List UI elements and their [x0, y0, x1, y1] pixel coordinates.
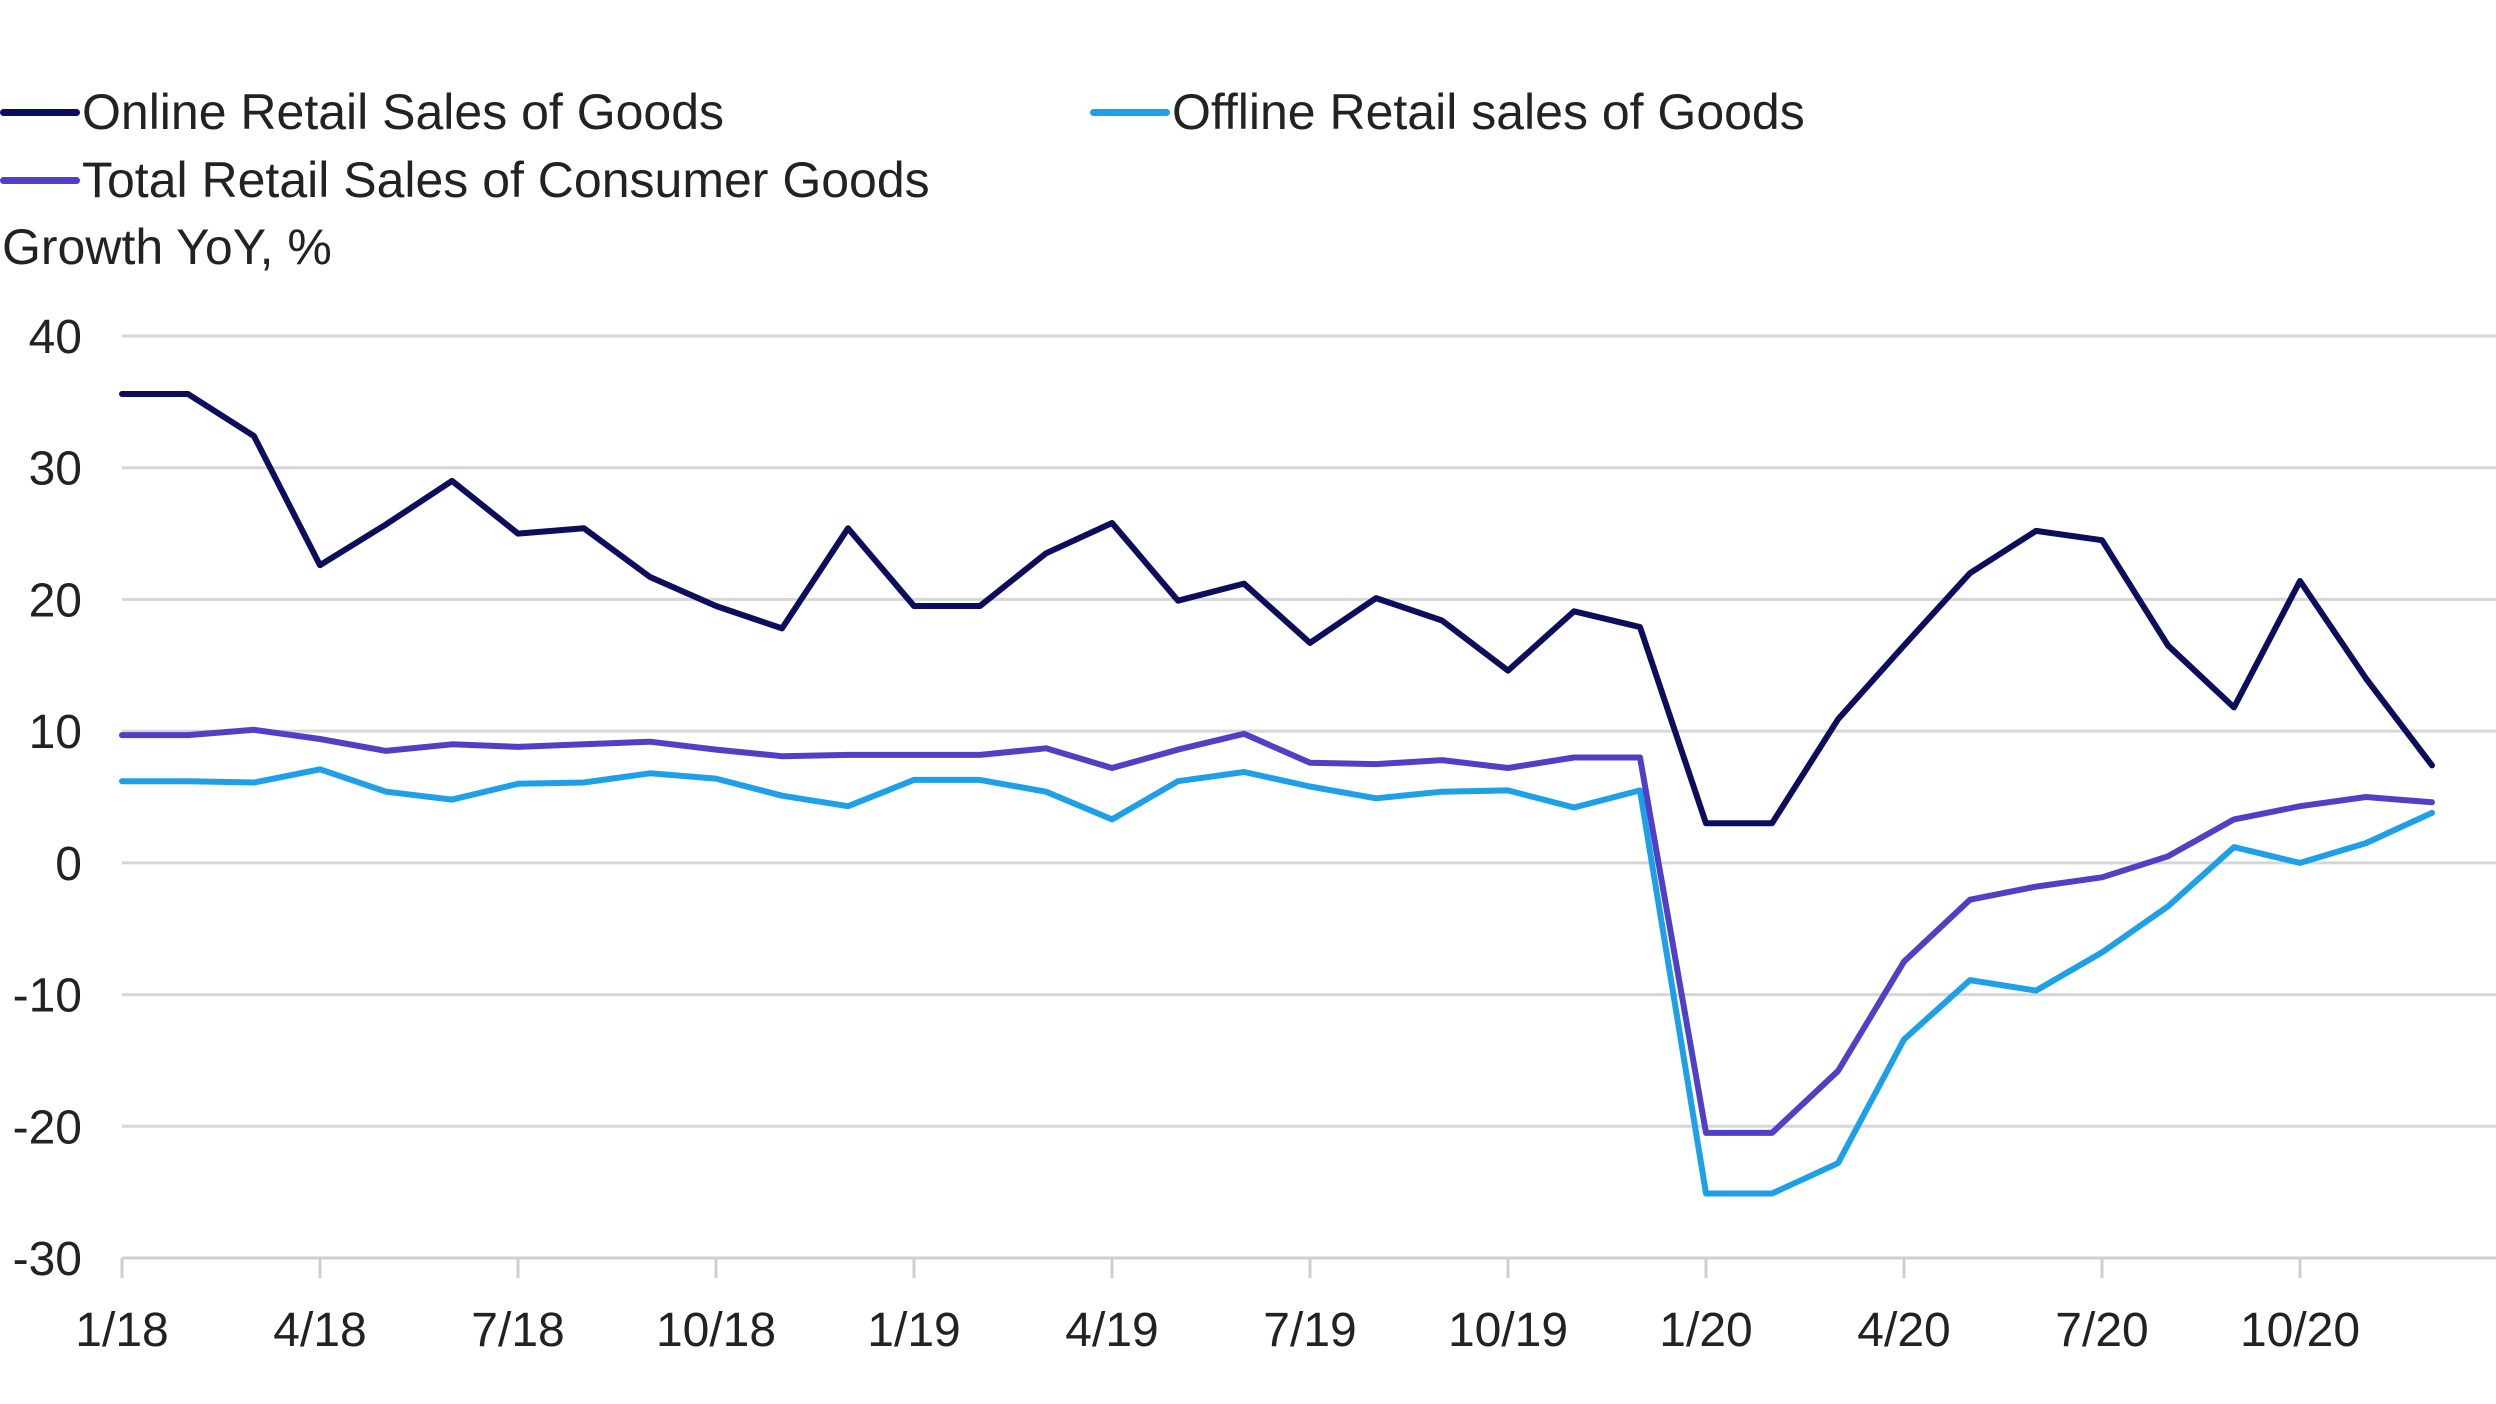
legend-label-online: Online Retail Sales of Goods — [82, 84, 725, 140]
x-tick-label: 4/19 — [1065, 1304, 1158, 1357]
x-tick-label: 10/18 — [656, 1304, 776, 1357]
x-tick-label: 1/19 — [867, 1304, 960, 1357]
x-tick-label: 7/20 — [2055, 1304, 2148, 1357]
y-tick-label: -10 — [13, 970, 82, 1023]
legend-label-offline: Offline Retail sales of Goods — [1172, 84, 1805, 140]
x-tick-label: 7/19 — [1263, 1304, 1356, 1357]
x-tick-label: 4/20 — [1857, 1304, 1950, 1357]
legend: Online Retail Sales of Goods Offline Ret… — [0, 40, 2000, 208]
y-tick-label: 40 — [29, 311, 82, 364]
y-tick-label: -20 — [13, 1101, 82, 1154]
x-tick-label: 7/18 — [471, 1304, 564, 1357]
x-tick-label: 4/18 — [273, 1304, 366, 1357]
y-tick-label: 20 — [29, 574, 82, 627]
legend-item-offline: Offline Retail sales of Goods — [1090, 82, 1805, 142]
legend-item-online: Online Retail Sales of Goods — [0, 82, 724, 142]
legend-swatch-offline — [1090, 108, 1170, 116]
legend-swatch-online — [0, 108, 80, 116]
x-tick-label: 1/20 — [1659, 1304, 1752, 1357]
legend-item-total: Total Retail Sales of Consumer Goods — [0, 150, 930, 210]
y-tick-label: 30 — [29, 443, 82, 496]
series-line-offline — [119, 766, 2435, 1197]
x-tick-label: 10/19 — [1448, 1304, 1568, 1357]
y-axis-label: Growth YoY, % — [2, 219, 332, 275]
x-tick-label: 1/18 — [75, 1304, 168, 1357]
x-tick-label: 10/20 — [2240, 1304, 2360, 1357]
series-line-total — [119, 726, 2435, 1136]
y-tick-label: -30 — [13, 1233, 82, 1286]
legend-label-total: Total Retail Sales of Consumer Goods — [82, 152, 930, 208]
y-tick-label: 0 — [55, 838, 82, 891]
legend-swatch-total — [0, 176, 80, 184]
series-line-online — [119, 391, 2435, 827]
y-tick-label: 10 — [29, 706, 82, 759]
